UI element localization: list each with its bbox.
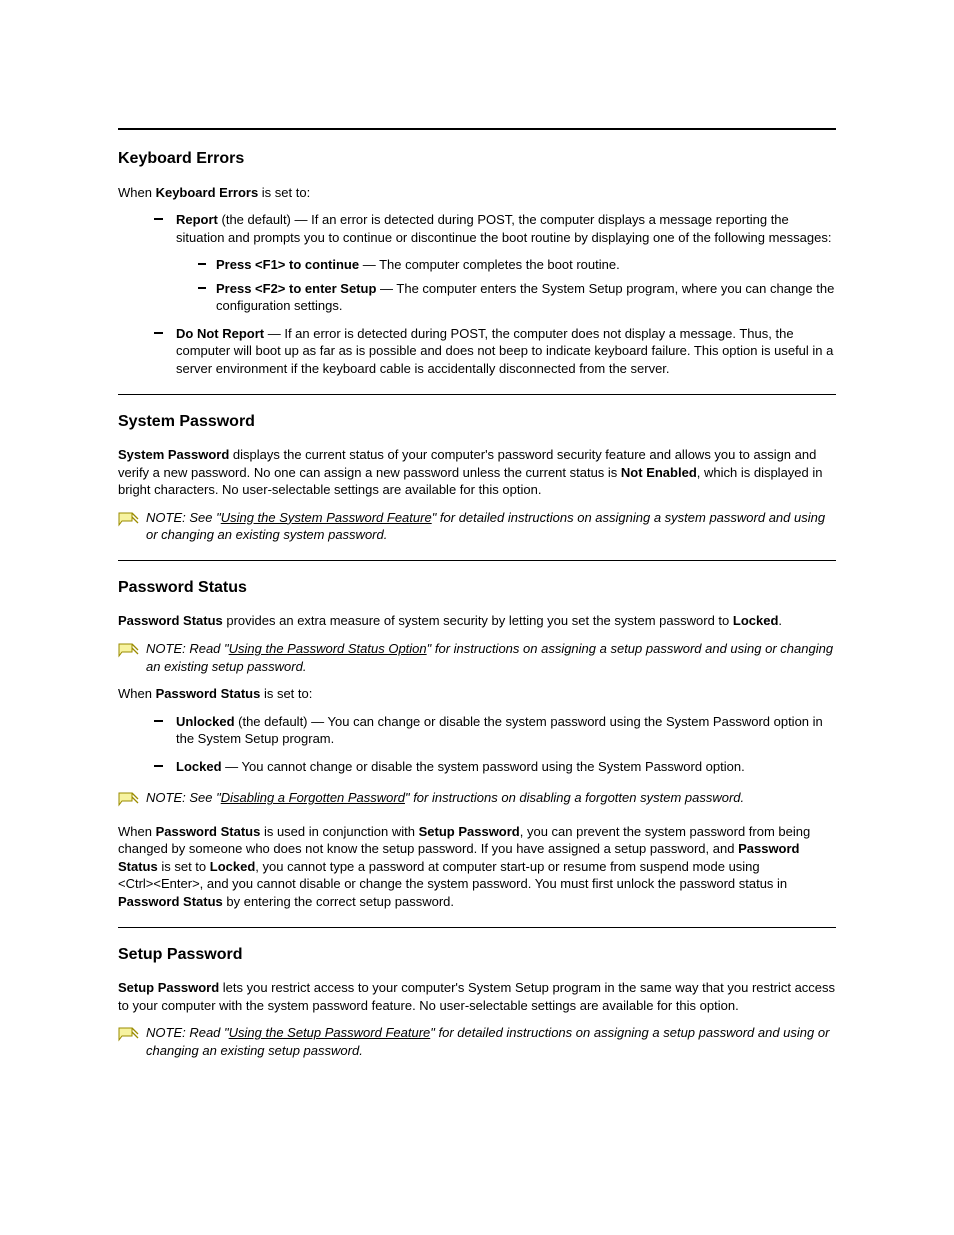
- text-bold: Password Status: [118, 894, 223, 909]
- password-status-heading: Password Status: [118, 577, 836, 599]
- link-text: Using the Setup Password Feature: [229, 1025, 431, 1040]
- text-bold: Press: [216, 257, 255, 272]
- password-status-tail: When Password Status is used in conjunct…: [118, 823, 836, 911]
- text: You cannot change or disable the system …: [242, 759, 745, 774]
- note: NOTE: Read "Using the Password Status Op…: [118, 640, 836, 675]
- text: When: [118, 686, 156, 701]
- keyboard-errors-sublist: Press <F1> to continue — The computer co…: [192, 256, 836, 315]
- text: .: [778, 613, 782, 628]
- text: by entering the correct setup password.: [223, 894, 454, 909]
- option-name: Locked: [176, 759, 222, 774]
- text: — The computer completes the boot routin…: [359, 257, 620, 272]
- note-text: NOTE: Read "Using the Setup Password Fea…: [146, 1024, 836, 1059]
- text: is set to:: [260, 686, 312, 701]
- text-bold: Keyboard Errors: [156, 185, 259, 200]
- text-bold: Setup Password: [419, 824, 520, 839]
- section-rule: [118, 927, 836, 928]
- dash: —: [222, 759, 242, 774]
- text-italic: NOTE: See ": [146, 790, 221, 805]
- option-name: Report: [176, 212, 218, 227]
- link-text: Disabling a Forgotten Password: [221, 790, 405, 805]
- text-bold: Password Status: [156, 686, 261, 701]
- setup-password-heading: Setup Password: [118, 944, 836, 966]
- setup-password-text: Setup Password lets you restrict access …: [118, 979, 836, 1014]
- default-marker: (the default): [238, 714, 307, 729]
- note: NOTE: Read "Using the Setup Password Fea…: [118, 1024, 836, 1059]
- text-italic: NOTE: Read ": [146, 1025, 229, 1040]
- key: <Ctrl><Enter>: [118, 876, 200, 891]
- text-italic: " for instructions on disabling a forgot…: [405, 790, 744, 805]
- text: lets you restrict access to your compute…: [118, 980, 835, 1013]
- keyboard-errors-heading: Keyboard Errors: [118, 148, 836, 170]
- password-status-options-intro: When Password Status is set to:: [118, 685, 836, 703]
- keyboard-errors-intro: When Keyboard Errors is set to:: [118, 184, 836, 202]
- list-item: Report (the default) — If an error is de…: [140, 211, 836, 315]
- text-bold: to enter Setup: [285, 281, 376, 296]
- page: Keyboard Errors When Keyboard Errors is …: [0, 0, 954, 1235]
- note-icon: [118, 509, 146, 533]
- default-marker: (the default): [222, 212, 291, 227]
- text-bold: to continue: [285, 257, 359, 272]
- option-name: Do Not Report: [176, 326, 264, 341]
- text: , you cannot type a password at computer…: [255, 859, 759, 874]
- note-icon: [118, 640, 146, 664]
- list-item: Do Not Report — If an error is detected …: [140, 325, 836, 378]
- keyboard-errors-list: Report (the default) — If an error is de…: [140, 211, 836, 377]
- text: provides an extra measure of system secu…: [223, 613, 733, 628]
- system-password-heading: System Password: [118, 411, 836, 433]
- list-item: Locked — You cannot change or disable th…: [140, 758, 836, 776]
- key: <F2>: [255, 281, 285, 296]
- list-item: Unlocked (the default) — You can change …: [140, 713, 836, 748]
- list-item: Press <F1> to continue — The computer co…: [192, 256, 836, 274]
- text: When: [118, 824, 156, 839]
- text-bold: Not Enabled: [621, 465, 697, 480]
- text: is used in conjunction with: [260, 824, 418, 839]
- note-icon: [118, 1024, 146, 1048]
- link-text: Using the System Password Feature: [221, 510, 432, 525]
- text-bold: Press: [216, 281, 255, 296]
- text-bold: Password Status: [156, 824, 261, 839]
- dash: —: [308, 714, 328, 729]
- text-bold: System Password: [118, 447, 229, 462]
- link-text: Using the Password Status Option: [229, 641, 427, 656]
- section-rule: [118, 560, 836, 561]
- key: <F1>: [255, 257, 285, 272]
- text: is set to: [158, 859, 210, 874]
- text: When: [118, 185, 156, 200]
- system-password-text: System Password displays the current sta…: [118, 446, 836, 499]
- text-italic: NOTE: See ": [146, 510, 221, 525]
- dash: —: [264, 326, 284, 341]
- text: is set to:: [258, 185, 310, 200]
- section-rule: [118, 128, 836, 130]
- text-bold: Setup Password: [118, 980, 219, 995]
- text-bold: Locked: [733, 613, 779, 628]
- text: , and you cannot disable or change the s…: [200, 876, 788, 891]
- text-italic: NOTE: Read ": [146, 641, 229, 656]
- list-item: Press <F2> to enter Setup — The computer…: [192, 280, 836, 315]
- option-name: Unlocked: [176, 714, 235, 729]
- password-status-list: Unlocked (the default) — You can change …: [140, 713, 836, 776]
- note-text: NOTE: See "Using the System Password Fea…: [146, 509, 836, 544]
- note-icon: [118, 789, 146, 813]
- note-text: NOTE: Read "Using the Password Status Op…: [146, 640, 836, 675]
- text-bold: Locked: [210, 859, 256, 874]
- note: NOTE: See "Using the System Password Fea…: [118, 509, 836, 544]
- dash: —: [291, 212, 311, 227]
- note-text: NOTE: See "Disabling a Forgotten Passwor…: [146, 789, 836, 807]
- text-bold: Password Status: [118, 613, 223, 628]
- section-rule: [118, 394, 836, 395]
- note: NOTE: See "Disabling a Forgotten Passwor…: [118, 789, 836, 813]
- password-status-text: Password Status provides an extra measur…: [118, 612, 836, 630]
